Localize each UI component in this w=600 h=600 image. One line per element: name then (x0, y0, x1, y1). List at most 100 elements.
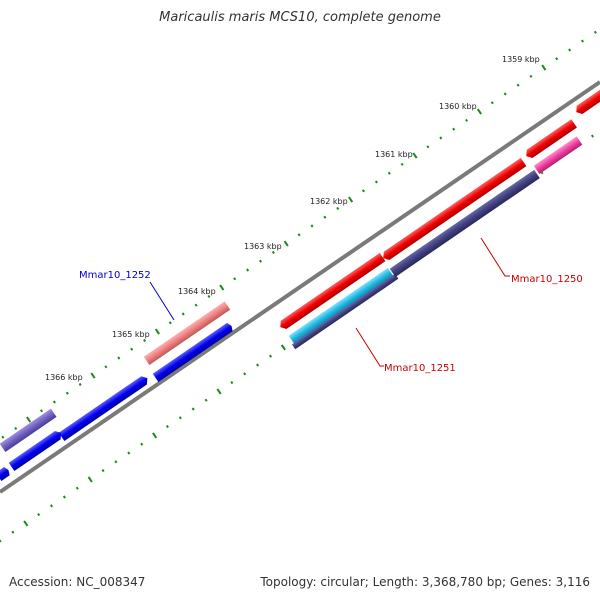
minor-tick (39, 409, 44, 413)
minor-tick (65, 391, 69, 395)
tick-label: 1361 kbp (375, 150, 413, 159)
gene-arrow-blue[interactable] (8, 429, 64, 471)
genome-summary-text: Topology: circular; Length: 3,368,780 bp… (260, 575, 590, 589)
minor-tick (49, 504, 54, 508)
tick-label: 1360 kbp (439, 102, 477, 111)
minor-tick (590, 134, 595, 138)
major-tick (216, 388, 222, 395)
minor-tick (336, 206, 340, 210)
minor-tick (52, 400, 56, 404)
minor-tick (168, 321, 172, 325)
gene-label-mmar10-1250[interactable]: Mmar10_1250 (480, 237, 583, 285)
minor-tick (555, 57, 559, 61)
genome-backbone (0, 80, 600, 494)
minor-tick (400, 162, 404, 166)
minor-tick (426, 145, 430, 149)
gene-arrow-blue[interactable] (152, 322, 235, 382)
minor-tick (271, 250, 275, 254)
tick-labels: 1359 kbp 1360 kbp 1361 kbp 1362 kbp 1363… (45, 55, 540, 382)
gene-arrow-red[interactable] (573, 83, 600, 116)
major-tick (348, 196, 354, 203)
major-tick (26, 416, 32, 423)
major-tick (87, 476, 93, 483)
minor-tick (310, 224, 314, 228)
tick-label: 1359 kbp (502, 55, 540, 64)
gene-arrow-blue[interactable] (58, 374, 150, 441)
accession-text: Accession: NC_008347 (9, 575, 146, 589)
minor-tick (178, 416, 182, 420)
gene-arrow-red[interactable] (523, 119, 577, 160)
minor-tick (593, 30, 597, 34)
major-tick (283, 240, 289, 247)
minor-tick (1, 435, 5, 439)
minor-tick (104, 365, 108, 369)
minor-tick (387, 171, 391, 175)
major-tick (476, 108, 482, 115)
minor-tick (101, 469, 105, 473)
gene-arrow-magenta[interactable] (533, 136, 583, 174)
major-tick (154, 328, 160, 335)
minor-tick (11, 530, 15, 534)
tick-label: 1365 kbp (112, 330, 150, 339)
major-tick (219, 284, 225, 291)
gene-label-mmar10-1252[interactable]: Mmar10_1252 (79, 270, 175, 321)
minor-tick (130, 347, 134, 351)
minor-tick (204, 398, 208, 402)
gene-arrow-cyan[interactable] (288, 267, 394, 344)
gene-arrow-lavender[interactable] (0, 408, 57, 452)
gene-arrow-red[interactable] (380, 157, 527, 262)
minor-tick (256, 363, 260, 367)
forward-strand-genes (0, 83, 600, 452)
minor-tick (503, 92, 507, 96)
major-tick (23, 520, 29, 527)
minor-tick (75, 486, 79, 490)
major-tick (541, 64, 547, 71)
minor-tick (14, 426, 18, 430)
minor-tick (127, 451, 131, 455)
gene-arrow-blue[interactable] (0, 466, 11, 481)
outer-tick-ring (1, 30, 597, 439)
major-tick (90, 372, 96, 379)
gene-arrow-navy[interactable] (389, 169, 540, 277)
gene-name: Mmar10_1251 (384, 363, 456, 374)
minor-tick (165, 425, 169, 429)
minor-tick (230, 381, 234, 385)
minor-tick (580, 39, 585, 43)
minor-tick (114, 460, 118, 464)
minor-tick (465, 118, 469, 122)
gene-arrow-navy[interactable] (291, 273, 399, 350)
major-tick (412, 152, 418, 159)
minor-tick (452, 127, 456, 131)
minor-tick (374, 180, 378, 184)
tick-label: 1362 kbp (310, 197, 348, 206)
gene-name: Mmar10_1252 (79, 270, 151, 281)
minor-tick (0, 539, 2, 543)
minor-tick (268, 354, 273, 358)
gene-name: Mmar10_1250 (511, 274, 583, 285)
major-tick (152, 432, 158, 439)
minor-tick (191, 407, 195, 411)
minor-tick (297, 233, 301, 237)
map-title: Maricaulis maris MCS10, complete genome (159, 10, 441, 25)
minor-tick (37, 513, 41, 517)
minor-tick (439, 136, 443, 140)
minor-tick (140, 442, 144, 446)
minor-tick (62, 495, 66, 499)
minor-tick (246, 268, 250, 272)
tick-label: 1364 kbp (178, 287, 216, 296)
minor-tick (181, 312, 185, 316)
minor-tick (243, 372, 247, 376)
gene-arrow-pink[interactable] (143, 301, 231, 365)
minor-tick (258, 259, 263, 263)
minor-tick (117, 356, 121, 360)
minor-tick (568, 48, 572, 52)
minor-tick (490, 101, 494, 105)
gene-arrow-red[interactable] (277, 252, 386, 331)
reverse-strand-genes (0, 136, 583, 481)
minor-tick (516, 83, 520, 87)
minor-tick (233, 277, 237, 281)
gene-label-mmar10-1251[interactable]: Mmar10_1251 (355, 327, 456, 374)
minor-tick (78, 382, 82, 386)
